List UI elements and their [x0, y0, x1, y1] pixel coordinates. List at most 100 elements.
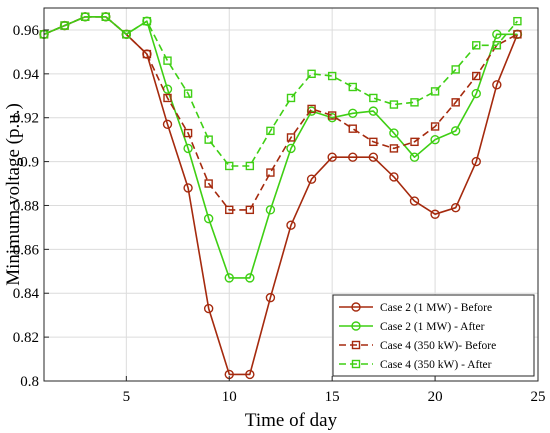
data-point	[80, 12, 90, 21]
data-point	[307, 104, 316, 114]
legend-label: Case 4 (350 kW)- Before	[380, 340, 496, 352]
data-point	[266, 168, 275, 177]
y-axis-label: Minimum voltage (p.u.)	[3, 103, 24, 286]
legend-marker	[351, 359, 361, 369]
data-point	[472, 41, 481, 50]
data-point	[492, 29, 502, 40]
data-point	[450, 202, 461, 213]
legend-marker	[351, 302, 361, 312]
data-point	[430, 209, 440, 219]
data-point	[492, 80, 502, 90]
data-point	[368, 106, 379, 116]
y-tick-label: 0.88	[13, 198, 39, 214]
data-point	[471, 88, 481, 99]
y-tick-label: 0.84	[13, 286, 40, 302]
data-point	[450, 126, 461, 136]
data-point	[183, 183, 193, 193]
data-point	[513, 16, 522, 26]
data-point	[348, 108, 358, 119]
data-point	[389, 128, 399, 138]
data-point	[245, 273, 255, 283]
y-tick-label: 0.92	[13, 111, 39, 127]
legend-item: Case 2 (1 MW) - Before	[339, 302, 492, 314]
y-tick-label: 0.94	[13, 67, 40, 83]
x-tick-label: 15	[325, 389, 340, 405]
data-point	[162, 119, 173, 129]
data-point	[492, 41, 502, 50]
data-point	[410, 98, 419, 107]
axis-ticks: 5 10 15 20 25 0.8 0.82 0.84 0.86 0.88 0.9 0.92 0.94 0…	[13, 23, 546, 405]
legend: Case 2 (1 MW) - Before Case 2 (1 MW) - Af…	[332, 294, 535, 377]
data-point	[265, 205, 276, 215]
series-layer	[39, 12, 523, 380]
data-point	[513, 30, 522, 39]
legend-box	[332, 294, 535, 377]
legend-label: Case 4 (350 kW) - After	[380, 359, 492, 371]
data-point	[348, 124, 357, 133]
data-point	[266, 126, 275, 136]
x-tick-label: 20	[428, 389, 443, 405]
data-point	[225, 161, 234, 171]
data-point	[224, 273, 234, 283]
data-point	[389, 144, 399, 153]
data-point	[430, 122, 440, 131]
x-axis-label: Time of day	[245, 410, 338, 431]
data-point	[409, 196, 420, 206]
data-point	[122, 30, 131, 39]
x-tick-label: 10	[222, 389, 237, 405]
legend-item: Case 4 (350 kW) - After	[339, 359, 492, 371]
data-point	[286, 220, 296, 230]
data-point	[286, 93, 296, 103]
data-point	[60, 21, 69, 30]
data-point	[472, 71, 481, 81]
data-point	[389, 100, 399, 109]
y-tick-label: 0.8	[20, 374, 39, 390]
legend-item: Case 4 (350 kW)- Before	[339, 340, 496, 352]
data-point	[389, 172, 399, 182]
y-tick-label: 0.82	[13, 330, 39, 346]
data-point	[163, 56, 172, 65]
data-point	[203, 213, 214, 224]
data-point	[409, 152, 420, 162]
data-point	[204, 179, 213, 188]
data-point	[245, 369, 255, 380]
data-point	[369, 93, 378, 103]
data-point	[327, 111, 337, 120]
data-point	[183, 128, 193, 138]
data-point	[204, 135, 213, 144]
data-point	[101, 12, 110, 21]
data-point	[430, 134, 440, 145]
plot-frame	[43, 7, 539, 382]
data-point	[203, 303, 214, 314]
data-point	[142, 49, 152, 59]
legend-item: Case 2 (1 MW) - After	[339, 321, 485, 333]
data-point	[245, 205, 255, 215]
data-point	[245, 161, 255, 171]
data-point	[183, 89, 193, 98]
data-point	[368, 152, 379, 162]
x-tick-label: 25	[531, 389, 546, 405]
data-point	[430, 87, 440, 96]
data-point	[225, 205, 234, 215]
data-point	[163, 93, 172, 103]
data-point	[471, 156, 481, 167]
data-point	[348, 82, 357, 92]
legend-label: Case 2 (1 MW) - Before	[380, 302, 492, 314]
legend-label: Case 2 (1 MW) - After	[380, 321, 485, 333]
data-point	[183, 143, 193, 154]
data-point	[306, 174, 317, 184]
data-point	[286, 143, 296, 154]
x-tick-label: 5	[123, 389, 131, 405]
data-point	[348, 152, 358, 162]
data-point	[451, 65, 460, 74]
y-tick-label: 0.96	[13, 23, 40, 39]
legend-marker	[351, 340, 361, 350]
data-point	[142, 16, 152, 26]
data-point	[451, 98, 460, 107]
grid	[44, 8, 539, 382]
series-3	[39, 12, 522, 171]
data-point	[286, 133, 296, 142]
data-point	[410, 137, 419, 147]
y-tick-label: 0.86	[13, 242, 40, 258]
